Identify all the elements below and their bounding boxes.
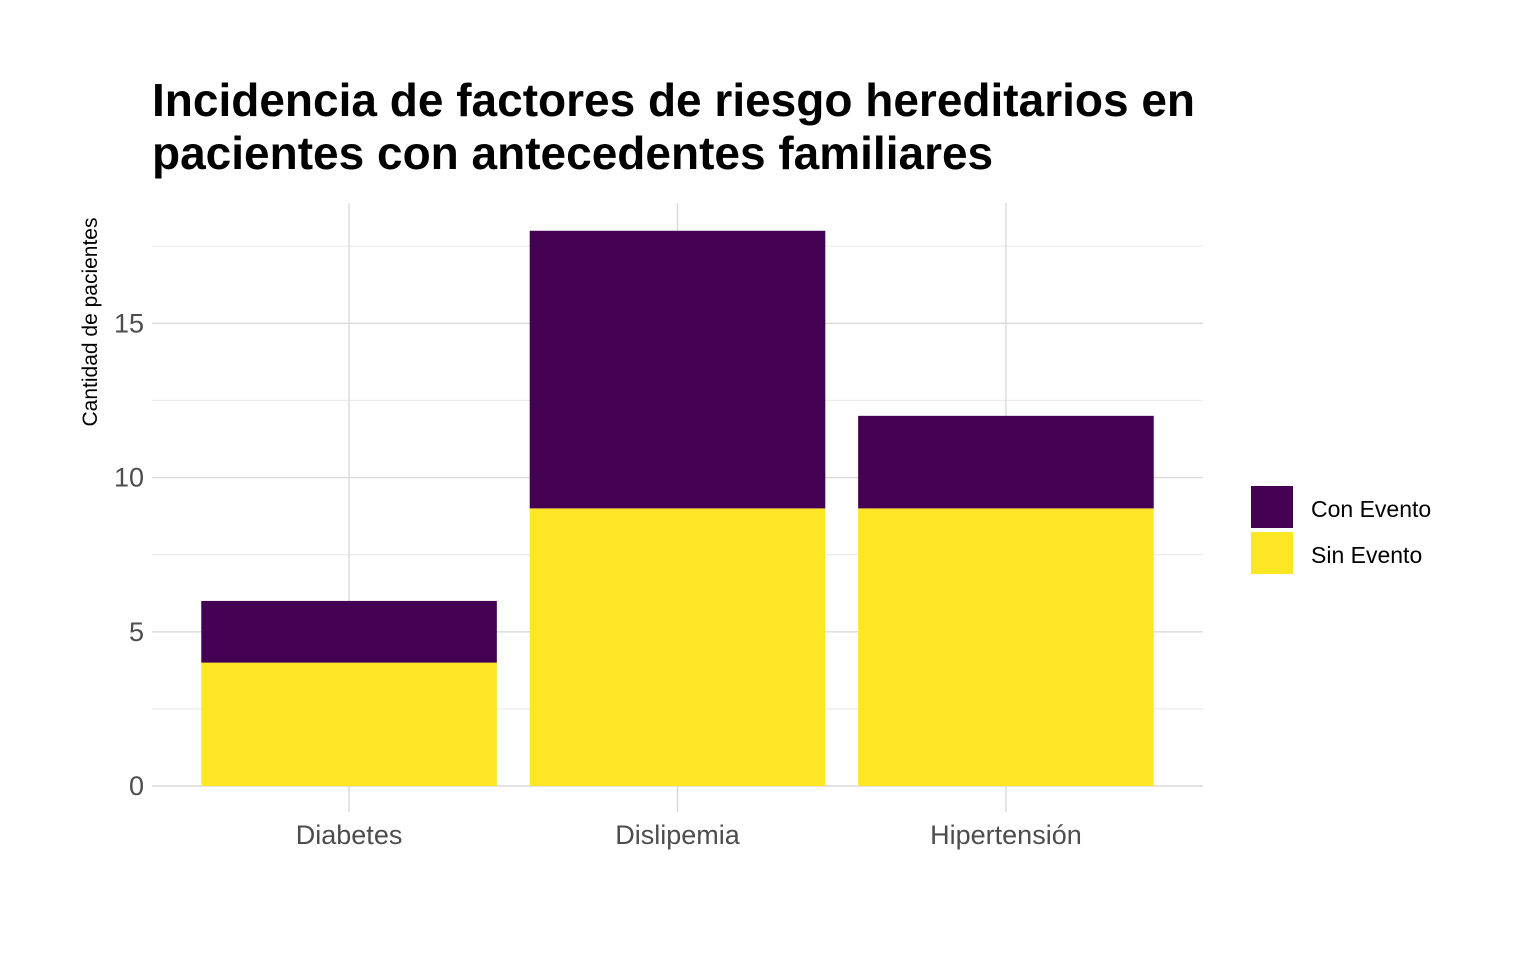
legend-label: Con Evento xyxy=(1311,496,1431,522)
y-tick-label: 10 xyxy=(114,463,144,493)
bar-segment xyxy=(858,415,1154,509)
x-tick-label: Hipertensión xyxy=(930,820,1082,850)
bar-segment xyxy=(858,508,1154,786)
x-tick-label: Diabetes xyxy=(296,820,403,850)
x-tick-label: Dislipemia xyxy=(615,820,741,850)
legend-key xyxy=(1251,532,1293,574)
bar-segment xyxy=(529,508,826,786)
bar-segment xyxy=(529,230,826,509)
chart-title: Incidencia de factores de riesgo heredit… xyxy=(152,74,1196,179)
x-axis: Diabetes Dislipemia Hipertensión xyxy=(296,820,1082,850)
legend: Con Evento Sin Evento xyxy=(1251,486,1431,574)
y-tick-label: 0 xyxy=(129,771,144,801)
y-tick-label: 5 xyxy=(129,617,144,647)
bar-segment xyxy=(201,662,497,786)
legend-key xyxy=(1251,486,1293,528)
y-axis: 0 5 10 15 xyxy=(114,308,144,801)
y-tick-label: 15 xyxy=(114,308,144,338)
bar-segment xyxy=(201,600,497,663)
legend-label: Sin Evento xyxy=(1311,542,1422,568)
bars xyxy=(201,230,1154,786)
y-axis-title: Cantidad de pacientes xyxy=(79,218,102,427)
